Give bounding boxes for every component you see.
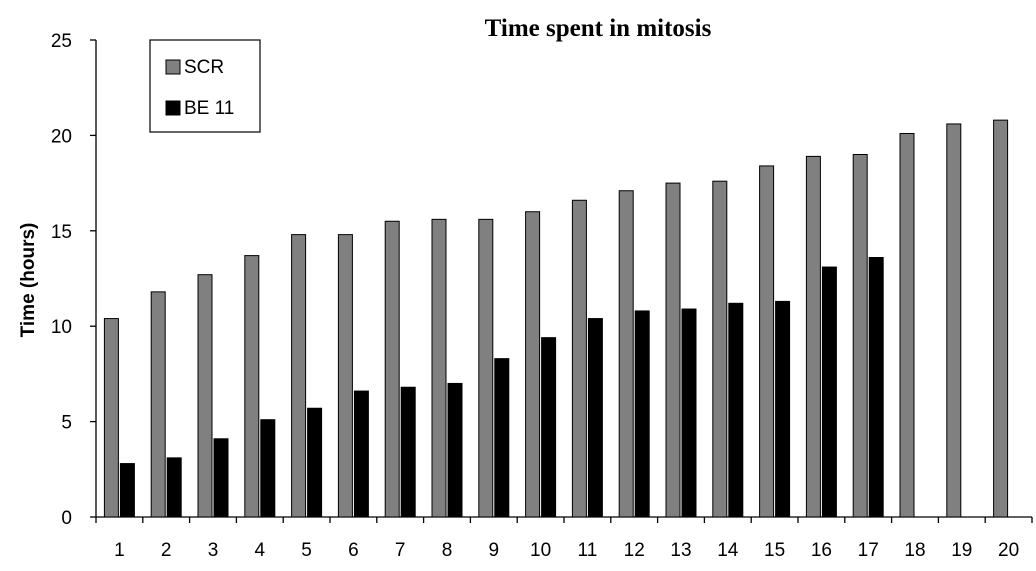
bar-be11-6 [353, 390, 369, 518]
bar-scr-16 [805, 155, 821, 518]
x-tick-label: 9 [489, 540, 500, 561]
x-tick-label: 8 [442, 540, 453, 561]
bar-be11-9 [494, 358, 510, 518]
bar-be11-17 [868, 257, 884, 518]
bar-be11-12 [634, 310, 650, 518]
x-tick-label: 13 [670, 540, 691, 561]
x-tick-label: 1 [114, 540, 125, 561]
x-tick-label: 4 [255, 540, 266, 561]
x-tick-label: 14 [717, 540, 739, 561]
x-tick-label: 15 [764, 540, 785, 561]
y-axis-label: Time (hours) [18, 223, 39, 338]
x-tick-label: 17 [858, 540, 879, 561]
x-tick-label: 20 [998, 540, 1019, 561]
bar-be11-15 [775, 300, 791, 518]
bar-scr-12 [618, 190, 634, 518]
bar-scr-5 [291, 234, 307, 518]
bar-scr-17 [852, 153, 868, 518]
bar-scr-1 [103, 318, 119, 518]
bar-be11-13 [681, 308, 697, 518]
bar-scr-19 [946, 123, 962, 518]
x-tick-label: 19 [951, 540, 972, 561]
x-tick-label: 7 [395, 540, 406, 561]
legend-swatch-scr [165, 59, 181, 75]
legend: SCR BE 11 [149, 39, 261, 133]
x-tick-label: 6 [348, 540, 359, 561]
bar-be11-5 [307, 407, 323, 518]
x-tick-label: 2 [161, 540, 172, 561]
y-tick-label: 0 [61, 508, 72, 529]
x-tick-label: 10 [530, 540, 551, 561]
bars [103, 119, 1009, 518]
x-tick-label: 11 [578, 540, 598, 561]
legend-box [149, 39, 261, 133]
bar-scr-10 [525, 211, 541, 518]
x-tick-label: 12 [624, 540, 645, 561]
y-tick-label: 25 [51, 31, 72, 52]
bar-scr-18 [899, 132, 915, 518]
y-tick-label: 20 [51, 126, 72, 147]
bar-scr-6 [337, 234, 353, 518]
bar-be11-14 [728, 302, 744, 518]
y-tick-label: 5 [61, 413, 72, 434]
bar-scr-15 [759, 165, 775, 518]
bar-scr-9 [478, 218, 494, 518]
x-tick-label: 16 [811, 540, 832, 561]
bar-scr-2 [150, 291, 166, 518]
bar-scr-3 [197, 274, 213, 518]
bar-scr-7 [384, 220, 400, 518]
bar-scr-4 [244, 255, 260, 518]
bar-be11-1 [119, 463, 135, 518]
legend-swatch-be11 [165, 100, 181, 116]
y-tick-label: 10 [51, 317, 72, 338]
bar-be11-8 [447, 382, 463, 518]
y-tick-label: 15 [51, 222, 72, 243]
bar-be11-3 [213, 438, 229, 518]
x-tick-label: 5 [301, 540, 312, 561]
bar-scr-14 [712, 180, 728, 518]
bar-scr-13 [665, 182, 681, 518]
bar-scr-11 [571, 199, 587, 518]
bar-be11-7 [400, 386, 416, 518]
bar-be11-2 [166, 457, 182, 518]
legend-label-be11: BE 11 [184, 98, 234, 119]
bar-scr-20 [993, 119, 1009, 518]
bar-be11-4 [260, 419, 276, 518]
chart-title: Time spent in mitosis [485, 15, 712, 42]
bar-scr-8 [431, 218, 447, 518]
bar-be11-10 [541, 337, 557, 518]
x-tick-label: 3 [208, 540, 219, 561]
bar-be11-11 [587, 318, 603, 518]
bar-be11-16 [821, 266, 837, 518]
x-tick-label: 18 [904, 540, 925, 561]
legend-label-scr: SCR [184, 57, 224, 78]
